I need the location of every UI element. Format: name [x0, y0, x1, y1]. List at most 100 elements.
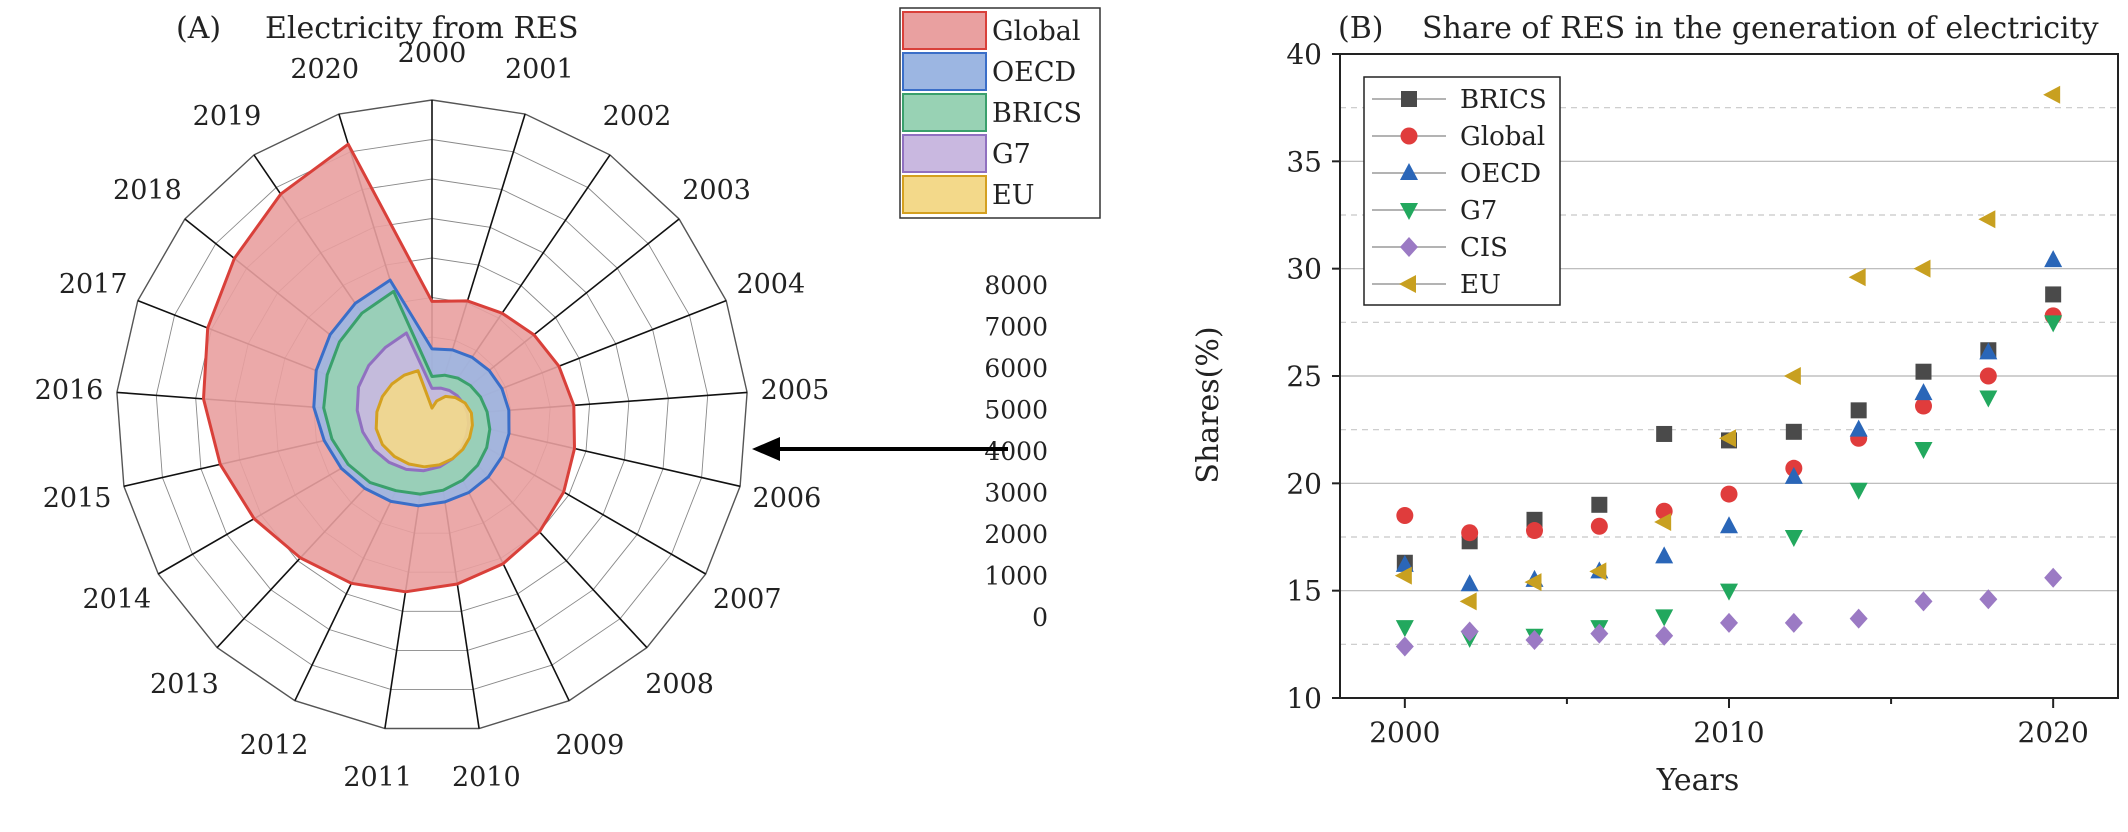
- radar-ring: [155, 139, 709, 690]
- legend-label: CIS: [1460, 233, 1508, 263]
- legend-label: G7: [992, 139, 1031, 170]
- data-point-brics: [1915, 363, 1932, 380]
- data-point-brics: [1850, 402, 1867, 419]
- data-point-global: [1396, 507, 1414, 525]
- data-point-oecd: [1655, 546, 1674, 564]
- radar-series-eu: [374, 369, 474, 469]
- data-point-oecd: [1784, 466, 1803, 484]
- category-label: 2013: [150, 669, 219, 700]
- data-point-eu: [1783, 367, 1801, 385]
- data-point-eu: [1654, 512, 1672, 531]
- legend-label: OECD: [1460, 159, 1541, 189]
- category-label: 2010: [452, 762, 521, 793]
- legend-label: EU: [1460, 270, 1501, 300]
- data-point-global: [1590, 517, 1608, 535]
- scatter-axes: 10 15 20 25 30 35 40 2000 2010 2020: [1286, 38, 2119, 749]
- y-tick-label: 10: [1286, 682, 1322, 715]
- category-label: 2015: [43, 483, 112, 514]
- panel-b-label: (B): [1338, 11, 1383, 46]
- x-axis-label: Years: [1656, 763, 1740, 798]
- data-point-brics: [1785, 423, 1802, 440]
- data-point-eu: [1719, 429, 1736, 448]
- data-point-g7: [1655, 609, 1674, 627]
- data-point-cis: [1784, 612, 1803, 633]
- data-point-oecd: [1720, 516, 1738, 534]
- data-point-oecd: [1460, 574, 1479, 592]
- data-point-cis: [1914, 591, 1933, 612]
- radial-tick-label: 2000: [984, 520, 1048, 549]
- category-label: 2014: [82, 584, 151, 615]
- data-point-g7: [1914, 441, 1933, 459]
- category-label: 2012: [240, 730, 309, 761]
- legend-swatch-brics: [902, 93, 987, 132]
- y-tick-label: 35: [1286, 145, 1322, 178]
- y-tick-label: 40: [1286, 38, 1322, 71]
- y-tick-label: 20: [1286, 467, 1322, 500]
- category-label: 2004: [736, 269, 805, 300]
- category-label: 2007: [713, 584, 782, 615]
- category-label: 2000: [398, 38, 467, 69]
- data-point-brics: [2045, 286, 2062, 303]
- data-point-global: [1461, 524, 1479, 542]
- data-point-global: [1979, 367, 1997, 385]
- radar-legend: Global OECD BRICS G7 EU: [899, 7, 1101, 219]
- legend-marker-eu: [1399, 275, 1416, 293]
- category-label: 2016: [35, 375, 104, 406]
- category-label: 2008: [645, 669, 714, 700]
- category-label: 2017: [59, 269, 128, 300]
- radial-tick-label: 0: [1032, 603, 1048, 632]
- radar-chart-title: Electricity from RES: [265, 11, 579, 46]
- data-point-g7: [1784, 530, 1803, 547]
- radial-tick-label: 7000: [984, 313, 1048, 342]
- legend-swatch-g7: [902, 134, 987, 173]
- y-tick-label: 15: [1286, 575, 1322, 608]
- data-point-eu: [1589, 562, 1607, 581]
- data-point-eu: [1524, 573, 1542, 592]
- x-tick-label: 2000: [1369, 716, 1440, 749]
- data-point-oecd: [1979, 342, 1998, 360]
- data-point-cis: [1720, 612, 1738, 633]
- data-point-global: [1720, 485, 1738, 503]
- legend-marker-oecd: [1400, 163, 1418, 180]
- legend-label: G7: [1460, 196, 1497, 226]
- radial-tick-label: 5000: [984, 396, 1048, 425]
- data-point-oecd: [1395, 554, 1414, 572]
- legend-label: Global: [992, 16, 1080, 47]
- data-point-oecd: [1849, 419, 1868, 437]
- category-label: 2019: [193, 101, 262, 132]
- legend-marker-cis: [1400, 237, 1418, 257]
- legend-marker-brics: [1401, 91, 1417, 107]
- arrow-head-icon: [752, 437, 780, 461]
- legend-swatch-eu: [902, 175, 987, 214]
- radar-category-labels: 2000 2001 2002 2003 2004 2005 2006 2007 2008 2009…: [35, 38, 830, 793]
- data-point-g7: [1849, 482, 1868, 500]
- radar-ring: [116, 99, 748, 730]
- data-point-g7: [1395, 620, 1414, 638]
- legend-label: BRICS: [1460, 85, 1547, 115]
- data-point-brics: [1591, 496, 1608, 513]
- data-point-global: [1915, 397, 1932, 415]
- data-point-cis: [2044, 567, 2063, 588]
- x-tick-label: 2010: [1693, 716, 1764, 749]
- scatter-chart-panel: (B) Share of RES in the generation of el…: [1191, 11, 2119, 798]
- category-label: 2018: [113, 175, 182, 206]
- data-point-global: [1526, 522, 1543, 540]
- legend-marker-global: [1400, 127, 1418, 145]
- data-point-cis: [1655, 625, 1674, 646]
- radial-tick-label: 8000: [984, 271, 1048, 300]
- data-point-g7: [1979, 390, 1998, 408]
- category-label: 2002: [603, 101, 672, 132]
- radar-series-layer: [202, 142, 576, 594]
- data-point-cis: [1525, 630, 1544, 651]
- data-point-brics: [1656, 425, 1673, 442]
- data-point-cis: [1590, 623, 1609, 644]
- radar-chart-panel: (A) Electricity from RES 200020012002200…: [35, 7, 1101, 793]
- y-tick-label: 25: [1286, 360, 1322, 393]
- radial-tick-label: 1000: [984, 562, 1048, 591]
- category-label: 2011: [343, 762, 412, 793]
- category-label: 2009: [556, 730, 625, 761]
- data-point-cis: [1979, 589, 1998, 610]
- scatter-points-layer: [1394, 85, 2063, 657]
- y-tick-label: 30: [1286, 253, 1322, 286]
